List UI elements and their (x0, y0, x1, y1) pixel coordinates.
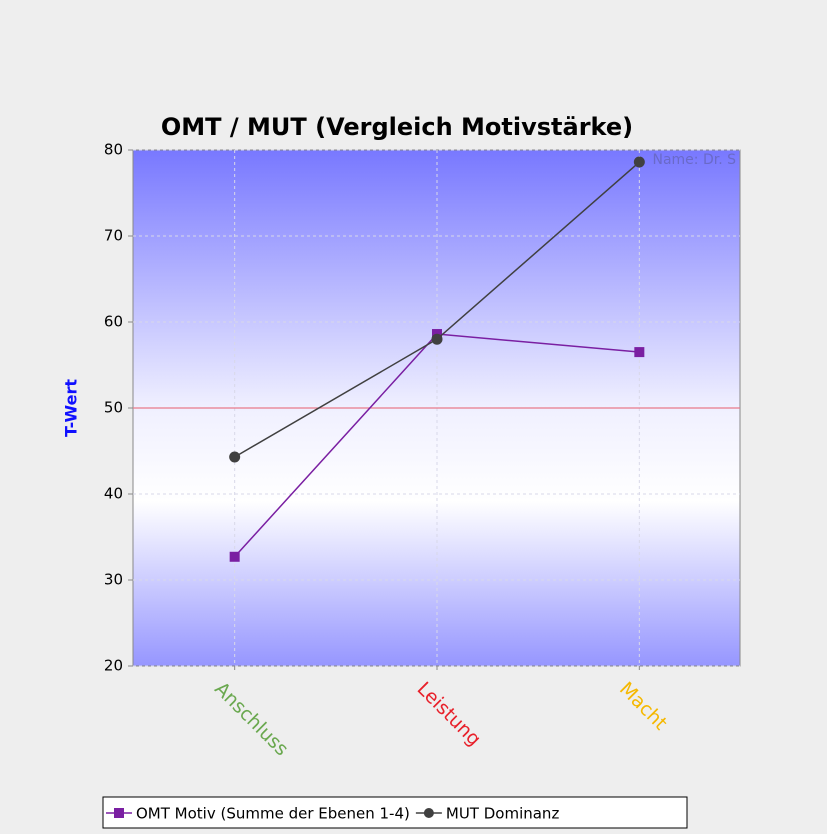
legend-box (102, 796, 688, 829)
y-tick-label: 30 (104, 571, 123, 589)
marker (229, 451, 241, 463)
marker (114, 808, 124, 818)
marker (634, 347, 645, 358)
y-tick-label: 70 (104, 227, 123, 245)
y-tick-label: 60 (104, 313, 123, 331)
y-tick-label: 80 (104, 141, 123, 159)
legend-label: OMT Motiv (Summe der Ebenen 1-4) (136, 805, 410, 823)
y-tick-label: 50 (104, 399, 123, 417)
marker (633, 156, 645, 168)
annotation: Name: Dr. S (652, 152, 736, 168)
marker (423, 808, 434, 818)
legend: OMT Motiv (Summe der Ebenen 1-4) MUT Domi… (102, 796, 688, 829)
chart-title: OMT / MUT (Vergleich Motivstärke) (161, 113, 633, 141)
y-tick-label: 20 (104, 657, 123, 675)
x-tick-label: Leistung (413, 678, 486, 751)
x-tick-label: Macht (615, 678, 672, 735)
marker (431, 333, 443, 345)
y-axis-label: T-Wert (62, 379, 81, 437)
legend-label: MUT Dominanz (446, 805, 560, 823)
y-tick-label: 40 (104, 485, 123, 503)
marker (229, 551, 240, 562)
x-tick-label: Anschluss (210, 678, 292, 760)
